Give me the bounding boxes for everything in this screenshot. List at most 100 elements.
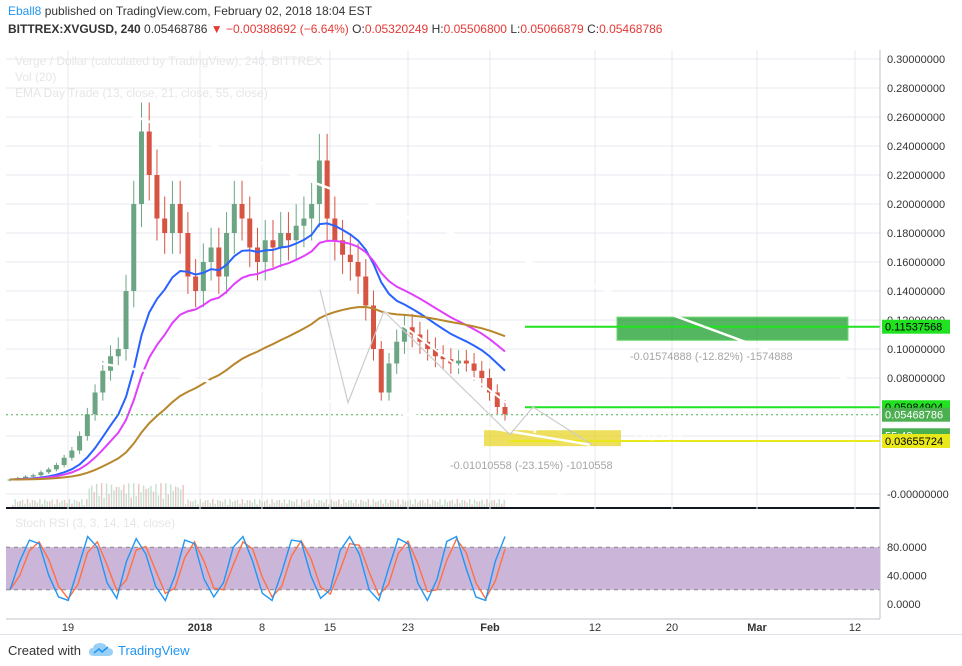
- volume-bar: [444, 499, 446, 507]
- volume-bar: [288, 499, 291, 507]
- stoch-d-line: [9, 537, 506, 601]
- candle-body: [355, 262, 361, 277]
- chart-header: Eball8 published on TradingView.com, Feb…: [0, 0, 962, 44]
- candle-body: [231, 204, 237, 233]
- volume-bar: [212, 499, 214, 507]
- target-measure-label: -0.01574888 (-12.82%) -1574888: [630, 351, 793, 363]
- wave-label-5: 5: [558, 490, 567, 507]
- volume-bar: [76, 500, 78, 507]
- volume-bar: [73, 499, 76, 507]
- candle-body: [46, 469, 52, 473]
- volume-bar: [78, 501, 81, 507]
- volume-bar: [419, 500, 421, 507]
- volume-bar: [155, 484, 157, 507]
- price-tick-label: 0.20000000: [887, 199, 945, 211]
- volume-bar: [402, 499, 404, 507]
- volume-bar: [384, 499, 387, 507]
- volume-bar: [362, 500, 365, 507]
- candle-body: [471, 363, 477, 371]
- candle-body: [154, 175, 160, 219]
- volume-bar: [441, 504, 444, 507]
- volume-bar: [246, 500, 249, 507]
- volume-bar: [108, 493, 110, 507]
- volume-bar: [128, 483, 130, 507]
- candle-body: [61, 457, 67, 465]
- volume-bar: [503, 499, 505, 507]
- time-tick-label: 2018: [188, 622, 212, 634]
- price-label: 0.05468786: [885, 410, 943, 422]
- volume-bar: [424, 503, 426, 507]
- volume-bar: [160, 483, 162, 507]
- volume-bar: [417, 502, 419, 507]
- time-tick-label: 20: [666, 622, 678, 634]
- volume-bar: [498, 499, 500, 507]
- candle-body: [53, 465, 59, 470]
- volume-bar: [333, 501, 335, 507]
- price-tick-label: 0.26000000: [887, 112, 945, 124]
- price-label-bg: [882, 319, 950, 334]
- low-value: 0.05066879: [520, 22, 584, 36]
- author-link[interactable]: Eball8: [8, 4, 42, 18]
- volume-bar: [300, 499, 303, 507]
- volume-bar: [66, 503, 68, 507]
- volume-bar: [283, 499, 286, 507]
- volume-bar: [501, 503, 503, 507]
- time-tick-label: Mar: [747, 622, 767, 634]
- symbol-label: BITTREX:XVGUSD, 240: [8, 22, 141, 36]
- volume-bar: [187, 499, 189, 507]
- volume-bar: [234, 500, 236, 507]
- volume-bar: [91, 485, 93, 507]
- candle-body: [278, 233, 284, 248]
- candle-body: [394, 341, 400, 364]
- volume-bar: [259, 499, 261, 507]
- volume-bar: [140, 492, 142, 507]
- volume-bar: [335, 501, 337, 507]
- candle-body: [138, 131, 144, 204]
- volume-bar: [56, 499, 58, 507]
- volume-bar: [170, 484, 172, 507]
- last-price: 0.05468786: [144, 22, 208, 36]
- price-tick-label: 0.28000000: [887, 83, 945, 95]
- ema21-line: [9, 239, 506, 481]
- volume-bar: [244, 503, 246, 507]
- volume-bar: [224, 499, 226, 507]
- volume-bar: [380, 499, 382, 507]
- volume-bar: [14, 499, 16, 507]
- time-tick-label: Feb: [480, 622, 500, 634]
- volume-bar: [478, 501, 481, 507]
- volume-bar: [110, 484, 113, 507]
- price-tick-label: 0.22000000: [887, 170, 945, 182]
- candle-body: [340, 240, 346, 255]
- volume-bar: [305, 500, 308, 507]
- volume-bar: [340, 504, 342, 507]
- price-label-bg: [882, 433, 950, 448]
- volume-bar: [261, 501, 263, 507]
- candle-body: [502, 407, 508, 415]
- volume-bar: [315, 503, 318, 507]
- volume-bar: [125, 493, 128, 507]
- high-label: H:: [431, 22, 444, 36]
- volume-bar: [266, 499, 268, 507]
- volume-bar: [429, 503, 431, 507]
- volume-bar: [397, 499, 399, 507]
- volume-bar: [226, 504, 229, 507]
- tradingview-logo-link[interactable]: TradingView: [88, 639, 190, 661]
- chart-area[interactable]: 1 2 3 4 5 Target Box Buy Box -0.01574888 (-12.8…: [0, 44, 962, 639]
- candle-body: [208, 247, 214, 262]
- candle-body: [185, 233, 191, 277]
- volume-bar: [407, 501, 409, 507]
- close-label: C:: [587, 22, 600, 36]
- volume-bar: [157, 495, 160, 507]
- volume-bar: [71, 503, 73, 507]
- volume-bar: [422, 500, 424, 507]
- price-pane: [6, 50, 880, 507]
- volume-bar: [88, 488, 90, 507]
- volume-bar: [93, 492, 95, 507]
- volume-bar: [256, 504, 258, 507]
- volume-bar: [231, 501, 234, 507]
- price-tick-label: 0.16000000: [887, 257, 945, 269]
- volume-bar: [263, 501, 266, 507]
- volume-bar: [182, 485, 184, 507]
- volume-bar: [352, 503, 355, 507]
